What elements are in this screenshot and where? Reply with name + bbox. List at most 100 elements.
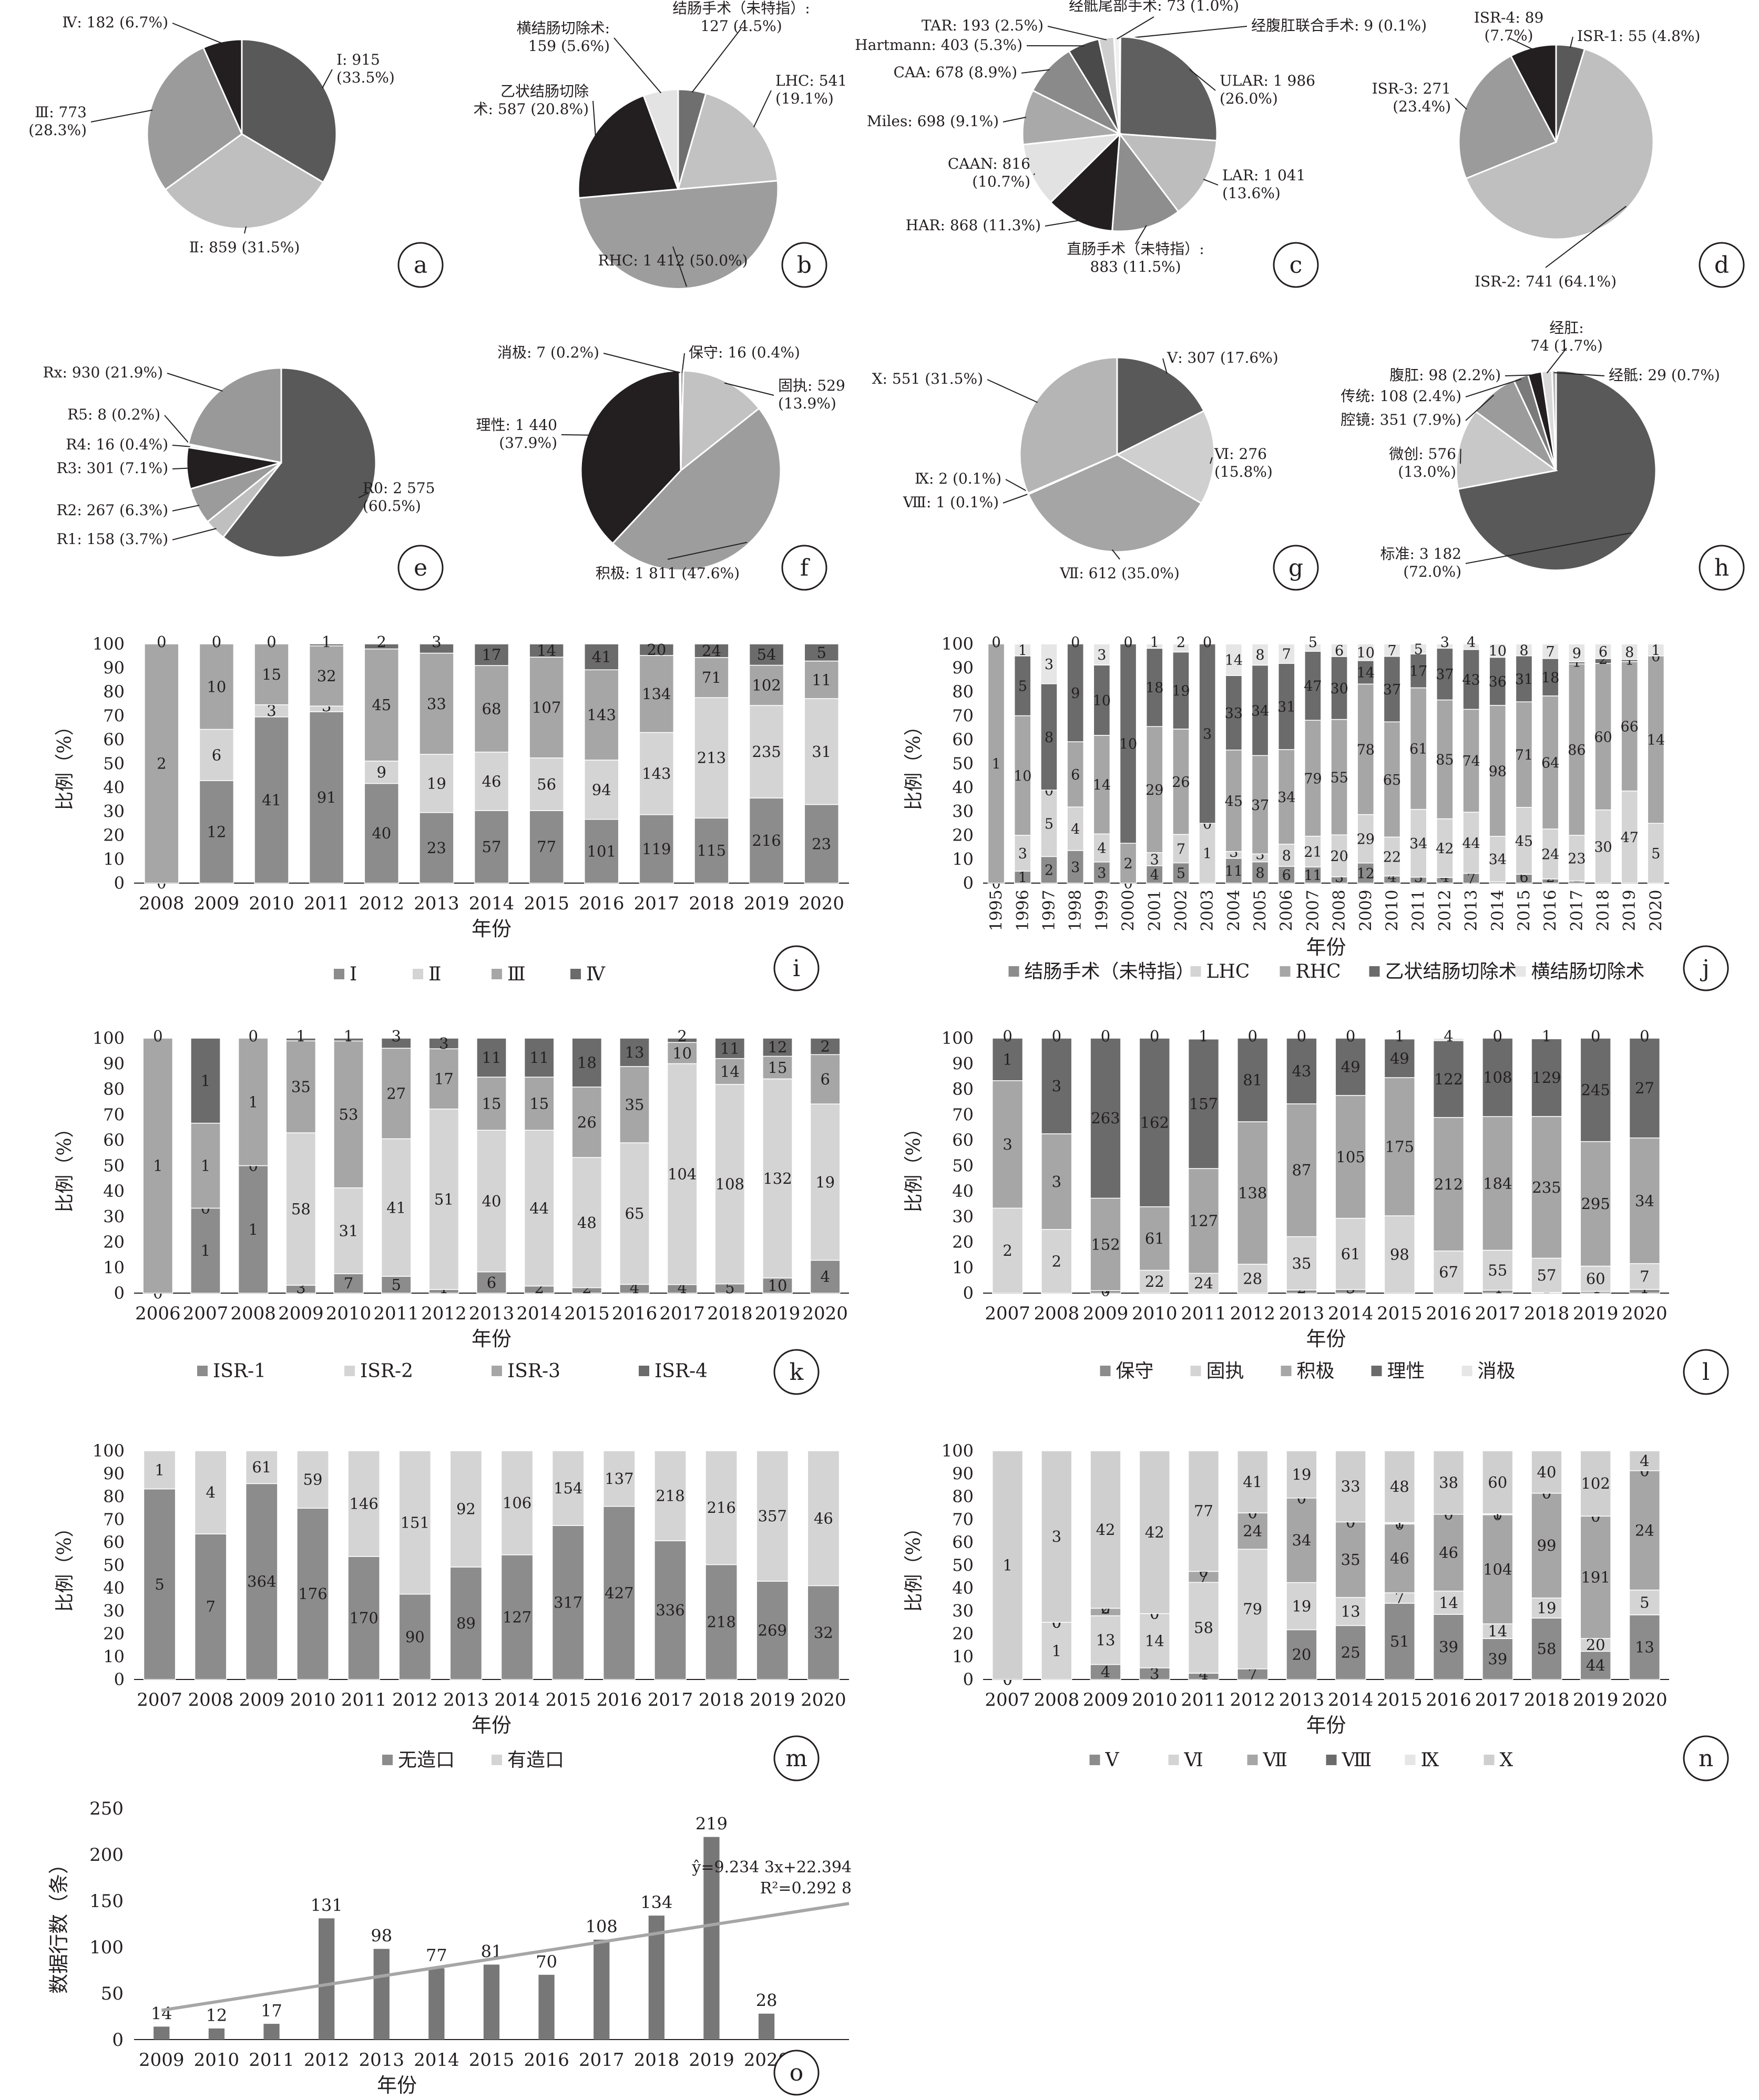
data-label: 10: [1119, 736, 1137, 753]
y-tick-label: 50: [101, 1983, 124, 2004]
data-label: 40: [482, 1192, 502, 1210]
x-tick-label: 1995: [987, 890, 1006, 931]
y-tick-label: 20: [103, 1624, 125, 1644]
data-label: 61: [1409, 741, 1427, 757]
bar-segment-n: [1139, 1450, 1170, 1614]
x-tick-label: 2003: [1198, 890, 1217, 931]
bar-segment-j: [1040, 643, 1058, 684]
bar-segment-k: [428, 1108, 459, 1290]
data-label: 20: [1330, 848, 1348, 865]
data-label: 3: [1071, 859, 1080, 876]
bar-segment-l: [1090, 1038, 1121, 1199]
data-label: 37: [1251, 797, 1269, 814]
bar-segment-n: [1090, 1664, 1121, 1680]
data-label: 56: [537, 775, 556, 793]
data-label: 104: [1483, 1560, 1512, 1578]
bar-segment-l: [1531, 1038, 1562, 1039]
pie-label: LAR: 1 041 (13.6%): [1222, 167, 1305, 202]
bar-segment-k: [190, 1038, 221, 1124]
panel-label: f: [800, 555, 810, 581]
bar-segment-j: [1331, 719, 1348, 835]
leader-line: [592, 100, 596, 137]
data-label: 115: [697, 842, 726, 859]
x-tick-label: 2012: [1435, 890, 1454, 931]
y-axis-label: 比例（%）: [903, 716, 925, 810]
data-label: 61: [1341, 1245, 1361, 1263]
x-tick-label: 2016: [612, 1303, 658, 1324]
bar-segment-i: [639, 655, 674, 733]
leader-line: [172, 23, 223, 44]
x-tick-label: 2015: [1377, 1689, 1423, 1710]
x-tick-label: 2012: [359, 893, 405, 914]
bar-segment-k: [714, 1038, 745, 1059]
legend-label: ISR-2: [360, 1360, 413, 1382]
bar-segment-i: [309, 643, 344, 647]
x-tick-label: 1996: [1013, 890, 1032, 931]
bar-segment-m: [347, 1556, 380, 1680]
panel-label-circle: [1273, 242, 1319, 288]
legend-swatch: [1089, 1755, 1100, 1765]
y-tick-label: 0: [114, 1669, 125, 1689]
leader-line: [1508, 37, 1534, 50]
data-label: 127: [503, 1608, 531, 1626]
x-tick-label: 2013: [1462, 890, 1481, 931]
data-label: 14: [1647, 732, 1665, 749]
bar-segment-m: [347, 1450, 380, 1557]
legend-label: 结肠手术（未特指）: [1025, 961, 1195, 982]
bar-segment-n: [1482, 1514, 1513, 1624]
data-label: 20: [1292, 1646, 1311, 1664]
bar-segment-i: [254, 643, 289, 705]
data-label: 32: [814, 1624, 833, 1642]
pie-slice-b-2: [578, 180, 779, 290]
x-tick-label: 2007: [985, 1303, 1030, 1324]
bar-segment-i: [199, 643, 234, 730]
panel-label-circle: [1699, 242, 1745, 288]
leader-line: [1111, 549, 1120, 560]
data-label: 5: [1640, 1593, 1649, 1611]
data-label: 15: [482, 1095, 502, 1113]
bar-segment-j: [1277, 866, 1295, 884]
bar-segment-l: [1335, 1095, 1366, 1219]
data-label: 2: [820, 1038, 830, 1056]
data-label: 35: [1341, 1551, 1361, 1569]
data-label: 51: [1390, 1633, 1409, 1651]
data-label: 57: [1537, 1266, 1557, 1284]
data-label: 85: [1436, 752, 1454, 769]
bar-chart-o: 0 50 100 150 200 250 数据行数（条） 14 2009 12 2010 17 2011…: [47, 1798, 852, 2097]
data-label: 79: [1243, 1600, 1262, 1618]
pie-slice-g-0: [1116, 356, 1205, 456]
data-label: 15: [262, 665, 281, 683]
bar-segment-k: [190, 1207, 221, 1294]
bar-segment-l: [1482, 1116, 1513, 1251]
bar-segment-m: [449, 1450, 483, 1568]
legend-label: Ⅲ: [507, 964, 526, 985]
leader-line: [1047, 26, 1107, 40]
pie-slice-f-4: [679, 370, 682, 471]
data-label: 35: [291, 1078, 311, 1096]
x-tick-label: 2020: [1622, 1689, 1668, 1710]
y-axis-label: 比例（%）: [903, 1518, 925, 1612]
data-label: 26: [1172, 774, 1190, 791]
bar-segment-j: [1040, 856, 1058, 884]
data-label: 106: [503, 1494, 531, 1512]
x-tick-label: 2009: [1356, 890, 1375, 931]
bar-segment-k: [333, 1273, 364, 1294]
bar-segment-k: [333, 1040, 364, 1189]
data-label: 1: [201, 1072, 210, 1090]
data-label: 34: [1292, 1531, 1311, 1549]
bar-segment-j: [1489, 705, 1507, 837]
bar-segment-l: [991, 1038, 1024, 1081]
bar-segment-n: [1580, 1515, 1611, 1639]
data-label: 45: [1515, 833, 1533, 849]
bar-segment-n: [1433, 1590, 1465, 1615]
x-tick-label: 2016: [597, 1689, 642, 1710]
data-label: 218: [707, 1613, 735, 1631]
bar-segment-j: [1383, 836, 1401, 877]
data-label: 107: [532, 699, 561, 716]
bar-segment-j: [987, 643, 1005, 884]
data-label: 41: [386, 1198, 406, 1216]
bar-segment-l: [1237, 1121, 1269, 1265]
pie-label: CAAN: 816 (10.7%): [948, 155, 1030, 190]
data-label: 0: [1003, 1027, 1012, 1045]
data-label: 235: [752, 743, 781, 761]
